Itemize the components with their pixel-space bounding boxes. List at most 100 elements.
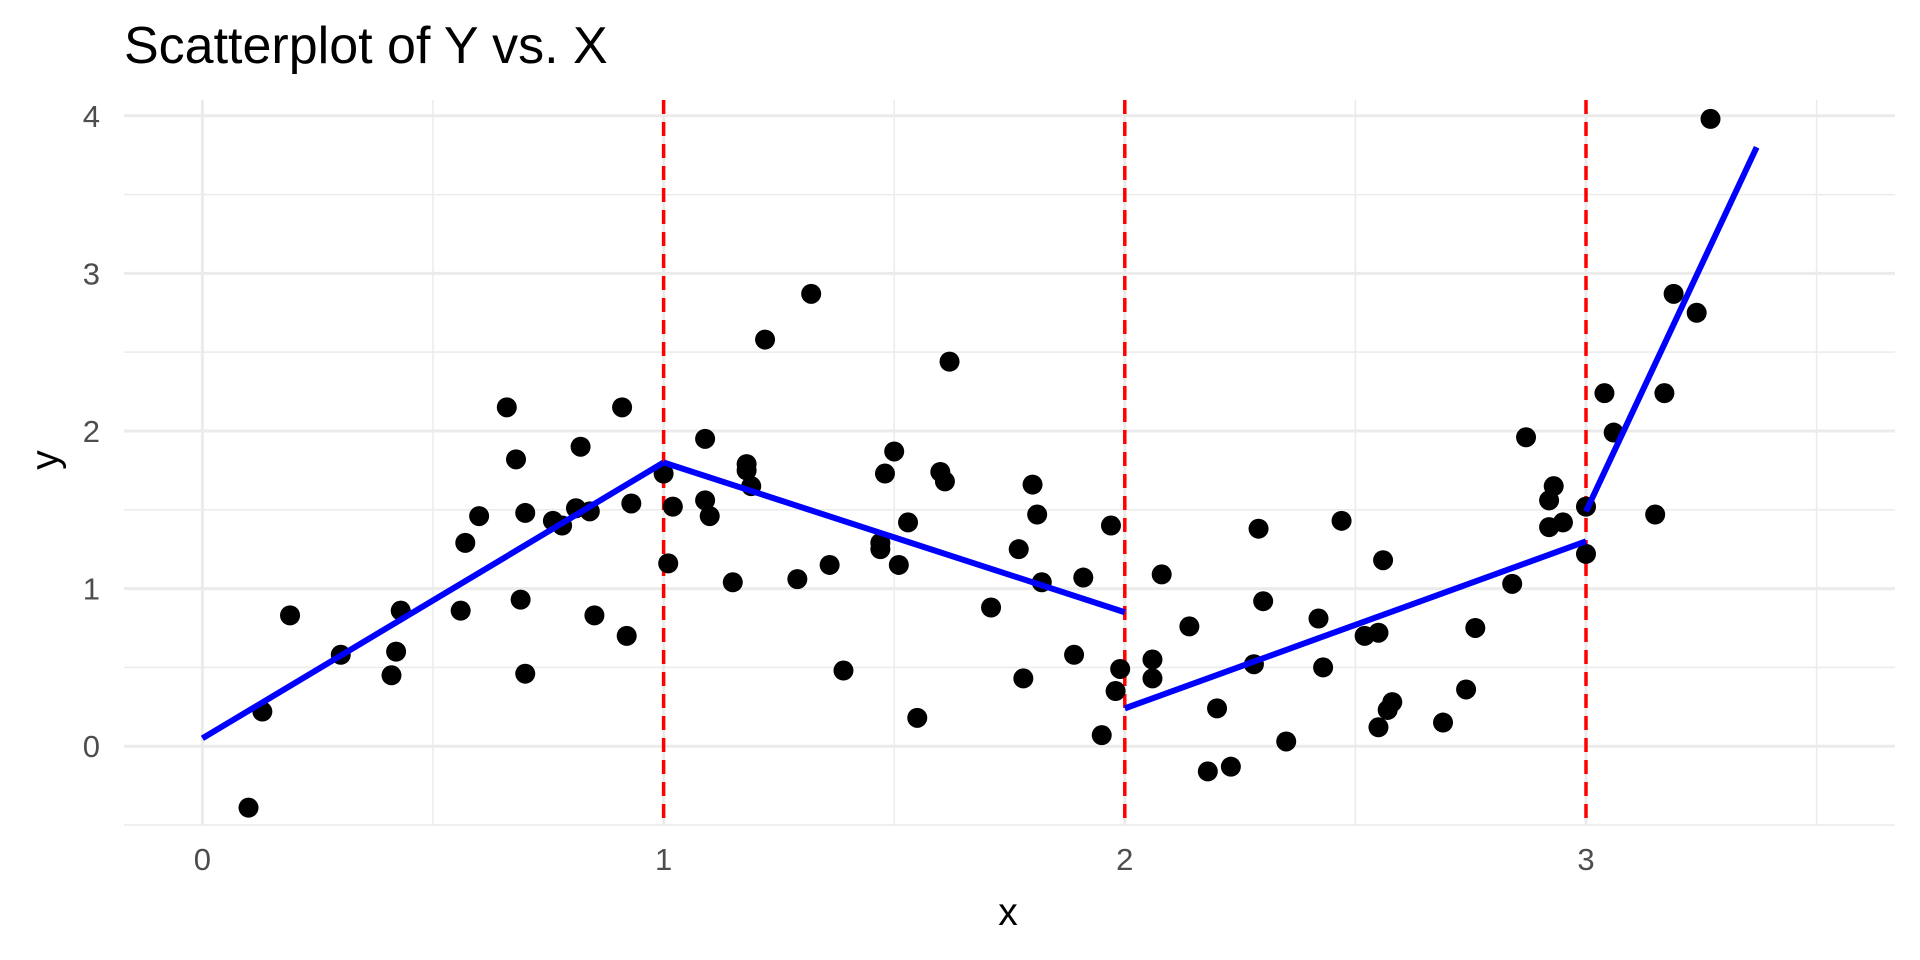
data-point bbox=[1207, 698, 1228, 719]
data-point bbox=[1110, 658, 1131, 679]
data-point bbox=[1654, 383, 1675, 404]
data-point bbox=[612, 397, 633, 418]
y-axis-title: y bbox=[24, 450, 67, 470]
data-point bbox=[1179, 616, 1200, 637]
data-point bbox=[1465, 617, 1486, 638]
data-point bbox=[1248, 518, 1269, 539]
data-point bbox=[1013, 668, 1034, 689]
data-point bbox=[736, 460, 757, 481]
fit-line-segment bbox=[662, 459, 1126, 616]
data-point bbox=[1100, 515, 1121, 536]
data-points bbox=[238, 108, 1721, 818]
data-point bbox=[570, 436, 591, 457]
data-point bbox=[662, 496, 683, 517]
data-point bbox=[1331, 510, 1352, 531]
data-point bbox=[1008, 539, 1029, 560]
data-point bbox=[386, 641, 407, 662]
data-point bbox=[515, 663, 536, 684]
data-point bbox=[1502, 573, 1523, 594]
data-point bbox=[695, 428, 716, 449]
chart-title: Scatterplot of Y vs. X bbox=[124, 17, 608, 75]
data-point bbox=[1645, 504, 1666, 525]
x-tick-label: 0 bbox=[194, 842, 211, 877]
data-point bbox=[1064, 644, 1085, 665]
data-point bbox=[1373, 550, 1394, 571]
x-tick-label: 2 bbox=[1116, 842, 1133, 877]
data-point bbox=[1142, 668, 1163, 689]
y-tick-label: 4 bbox=[83, 99, 100, 134]
y-tick-label: 2 bbox=[83, 414, 100, 449]
data-point bbox=[496, 397, 517, 418]
data-point bbox=[1073, 567, 1094, 588]
data-point bbox=[1027, 504, 1048, 525]
data-point bbox=[819, 554, 840, 575]
data-point bbox=[1197, 761, 1218, 782]
tick-labels: 0 1 2 3 0 1 2 3 4 bbox=[83, 99, 1595, 877]
data-point bbox=[1433, 712, 1454, 733]
data-point bbox=[907, 707, 928, 728]
data-point bbox=[870, 539, 891, 560]
data-point bbox=[1594, 383, 1615, 404]
data-point bbox=[884, 441, 905, 462]
x-axis-title: x bbox=[998, 891, 1018, 934]
data-point bbox=[1663, 283, 1684, 304]
data-point bbox=[506, 449, 527, 470]
y-tick-label: 3 bbox=[83, 256, 100, 291]
data-point bbox=[755, 329, 776, 350]
data-point bbox=[699, 506, 720, 527]
data-point bbox=[787, 569, 808, 590]
data-point bbox=[621, 493, 642, 514]
data-point bbox=[455, 532, 476, 553]
fit-line-segment bbox=[1123, 538, 1588, 712]
fit-line-segment bbox=[200, 459, 666, 741]
data-point bbox=[1516, 427, 1537, 448]
data-point bbox=[1456, 679, 1477, 700]
fit-line-segment bbox=[1583, 146, 1760, 513]
data-point bbox=[515, 502, 536, 523]
data-point bbox=[934, 471, 955, 492]
data-point bbox=[450, 600, 471, 621]
data-point bbox=[981, 597, 1002, 618]
data-point bbox=[1382, 692, 1403, 713]
data-point bbox=[1091, 725, 1112, 746]
data-point bbox=[469, 506, 490, 527]
data-point bbox=[1308, 608, 1329, 629]
data-point bbox=[1700, 108, 1721, 129]
data-point bbox=[1276, 731, 1297, 752]
data-point bbox=[584, 605, 605, 626]
data-point bbox=[888, 554, 909, 575]
x-tick-label: 1 bbox=[655, 842, 672, 877]
y-tick-label: 0 bbox=[83, 729, 100, 764]
data-point bbox=[616, 625, 637, 646]
data-point bbox=[280, 605, 301, 626]
data-point bbox=[510, 589, 531, 610]
data-point bbox=[1142, 649, 1163, 670]
data-point bbox=[1686, 302, 1707, 323]
data-point bbox=[1253, 591, 1274, 612]
data-point bbox=[1151, 564, 1172, 585]
data-point bbox=[238, 797, 259, 818]
data-point bbox=[695, 490, 716, 511]
data-point bbox=[898, 512, 919, 533]
data-point bbox=[1552, 512, 1573, 533]
data-point bbox=[833, 660, 854, 681]
data-point bbox=[658, 553, 679, 574]
grid-lines bbox=[124, 100, 1895, 826]
data-point bbox=[1220, 756, 1241, 777]
data-point bbox=[381, 665, 402, 686]
x-tick-label: 3 bbox=[1577, 842, 1594, 877]
data-point bbox=[722, 572, 743, 593]
data-point bbox=[1105, 681, 1126, 702]
data-point bbox=[1368, 717, 1389, 738]
y-tick-label: 1 bbox=[83, 572, 100, 607]
data-point bbox=[1543, 476, 1564, 497]
data-point bbox=[1313, 657, 1334, 678]
data-point bbox=[874, 463, 895, 484]
data-point bbox=[939, 351, 960, 372]
fit-lines bbox=[200, 146, 1760, 741]
data-point bbox=[1575, 543, 1596, 564]
data-point bbox=[1022, 474, 1043, 495]
data-point bbox=[801, 283, 822, 304]
data-point bbox=[1368, 622, 1389, 643]
